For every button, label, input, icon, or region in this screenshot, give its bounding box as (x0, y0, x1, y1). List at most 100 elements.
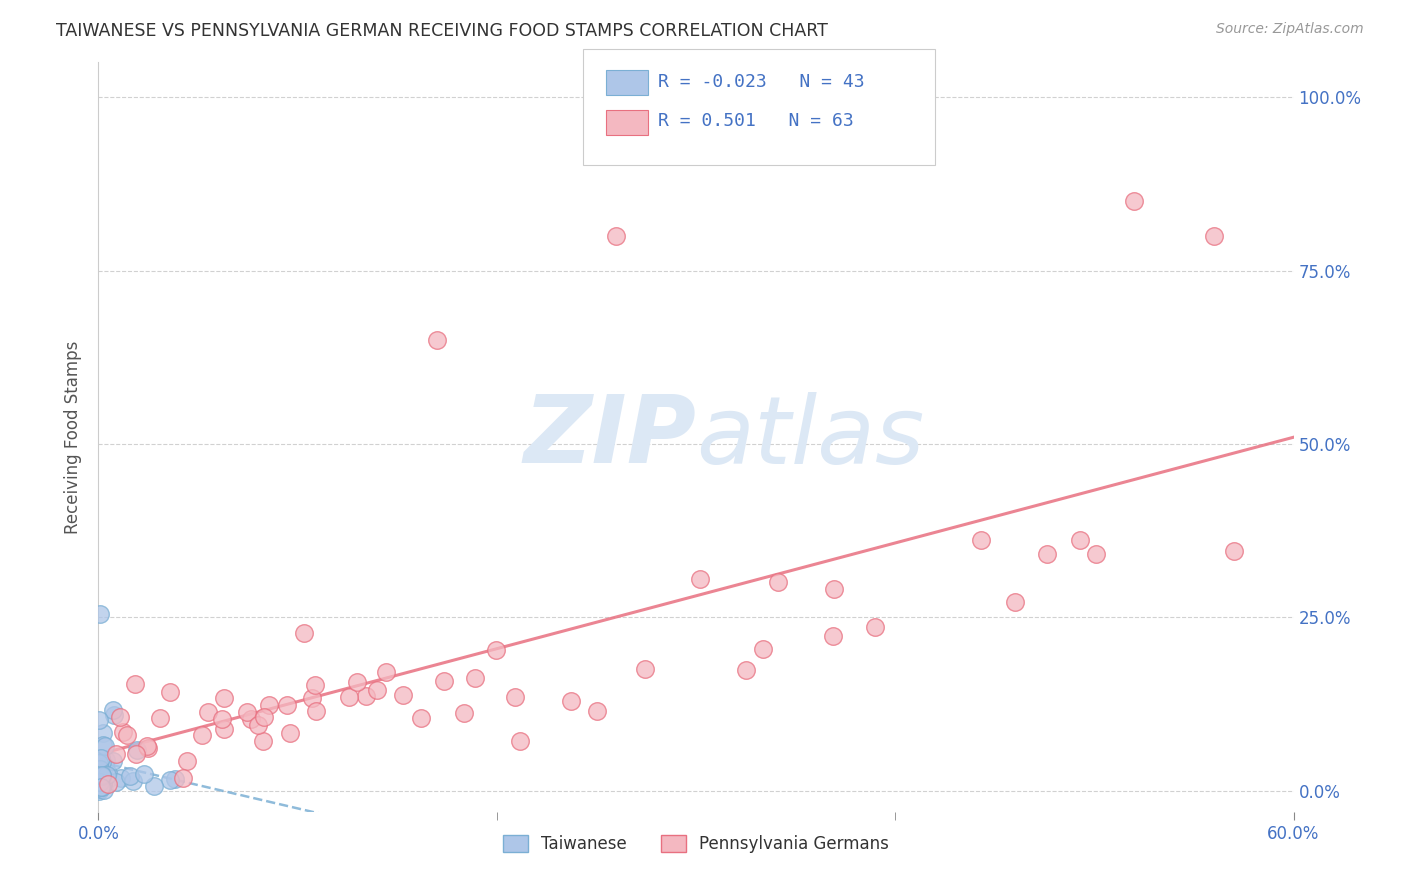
Point (485, 643, 508, 657)
Point (236, 705, 259, 719)
Point (90, 751, 112, 765)
Point (97, 766, 120, 780)
Point (214, 690, 236, 705)
Point (159, 684, 181, 698)
Point (1123, 194, 1146, 209)
Point (104, 747, 127, 761)
Text: R = -0.023   N = 43: R = -0.023 N = 43 (658, 73, 865, 91)
Point (239, 712, 262, 726)
Point (1036, 547, 1059, 561)
Point (337, 690, 360, 705)
Point (134, 767, 156, 781)
Point (101, 702, 124, 716)
Point (91, 771, 114, 785)
Point (560, 694, 582, 708)
Point (970, 533, 993, 547)
Point (91, 755, 114, 769)
Text: atlas: atlas (696, 392, 924, 483)
Point (503, 690, 526, 704)
Point (426, 333, 449, 347)
Point (111, 725, 134, 739)
Point (191, 728, 214, 742)
Point (464, 671, 486, 685)
Point (354, 689, 377, 703)
Point (453, 706, 475, 721)
Point (105, 775, 128, 789)
Point (91, 768, 114, 782)
Point (87, 784, 110, 798)
Point (433, 673, 456, 688)
Point (90, 780, 112, 795)
Point (89, 771, 111, 785)
Point (90, 769, 112, 783)
Point (94, 739, 117, 754)
Point (91, 777, 114, 791)
Point (586, 704, 609, 718)
Point (605, 228, 627, 243)
Point (125, 742, 148, 756)
Point (863, 620, 886, 634)
Point (89, 714, 111, 728)
Point (1202, 228, 1225, 243)
Text: Source: ZipAtlas.com: Source: ZipAtlas.com (1216, 22, 1364, 37)
Point (108, 710, 131, 724)
Point (197, 705, 219, 719)
Point (89, 607, 111, 621)
Point (159, 772, 181, 787)
Point (375, 665, 398, 679)
Point (212, 722, 235, 736)
Point (253, 710, 276, 724)
Legend: Taiwanese, Pennsylvania Germans: Taiwanese, Pennsylvania Germans (496, 828, 896, 860)
Point (257, 698, 280, 712)
Point (91, 726, 114, 740)
Point (278, 726, 301, 740)
Point (101, 754, 124, 768)
Point (87, 751, 110, 765)
Point (96, 772, 118, 787)
Point (176, 754, 198, 768)
Point (1069, 533, 1091, 547)
Text: R = 0.501   N = 63: R = 0.501 N = 63 (658, 112, 853, 130)
Point (103, 708, 125, 723)
Point (346, 674, 368, 689)
Point (304, 704, 326, 718)
Point (276, 698, 298, 713)
Point (366, 682, 388, 697)
Point (1223, 543, 1246, 558)
Text: ZIP: ZIP (523, 391, 696, 483)
Point (87, 756, 110, 770)
Y-axis label: Receiving Food Stamps: Receiving Food Stamps (65, 341, 83, 533)
Point (124, 677, 146, 691)
Point (89, 765, 111, 780)
Point (689, 572, 711, 586)
Point (136, 741, 159, 756)
Point (823, 582, 845, 596)
Point (634, 663, 657, 677)
Point (91, 769, 114, 783)
Point (149, 711, 172, 725)
Point (122, 774, 145, 789)
Point (252, 734, 274, 748)
Point (391, 688, 413, 702)
Point (211, 712, 233, 726)
Point (246, 718, 269, 732)
Point (304, 678, 326, 692)
Point (124, 747, 146, 761)
Point (120, 769, 142, 783)
Point (94, 759, 117, 773)
Point (751, 642, 773, 657)
Point (91, 738, 114, 752)
Point (93, 782, 115, 797)
Point (91, 779, 114, 793)
Point (735, 663, 758, 677)
Point (1085, 547, 1108, 561)
Point (89, 775, 111, 789)
Point (1004, 595, 1026, 609)
Point (821, 629, 844, 643)
Point (90, 771, 112, 785)
Point (97, 777, 120, 791)
Point (143, 779, 166, 793)
Point (172, 771, 194, 785)
Point (294, 626, 316, 640)
Point (110, 771, 132, 785)
